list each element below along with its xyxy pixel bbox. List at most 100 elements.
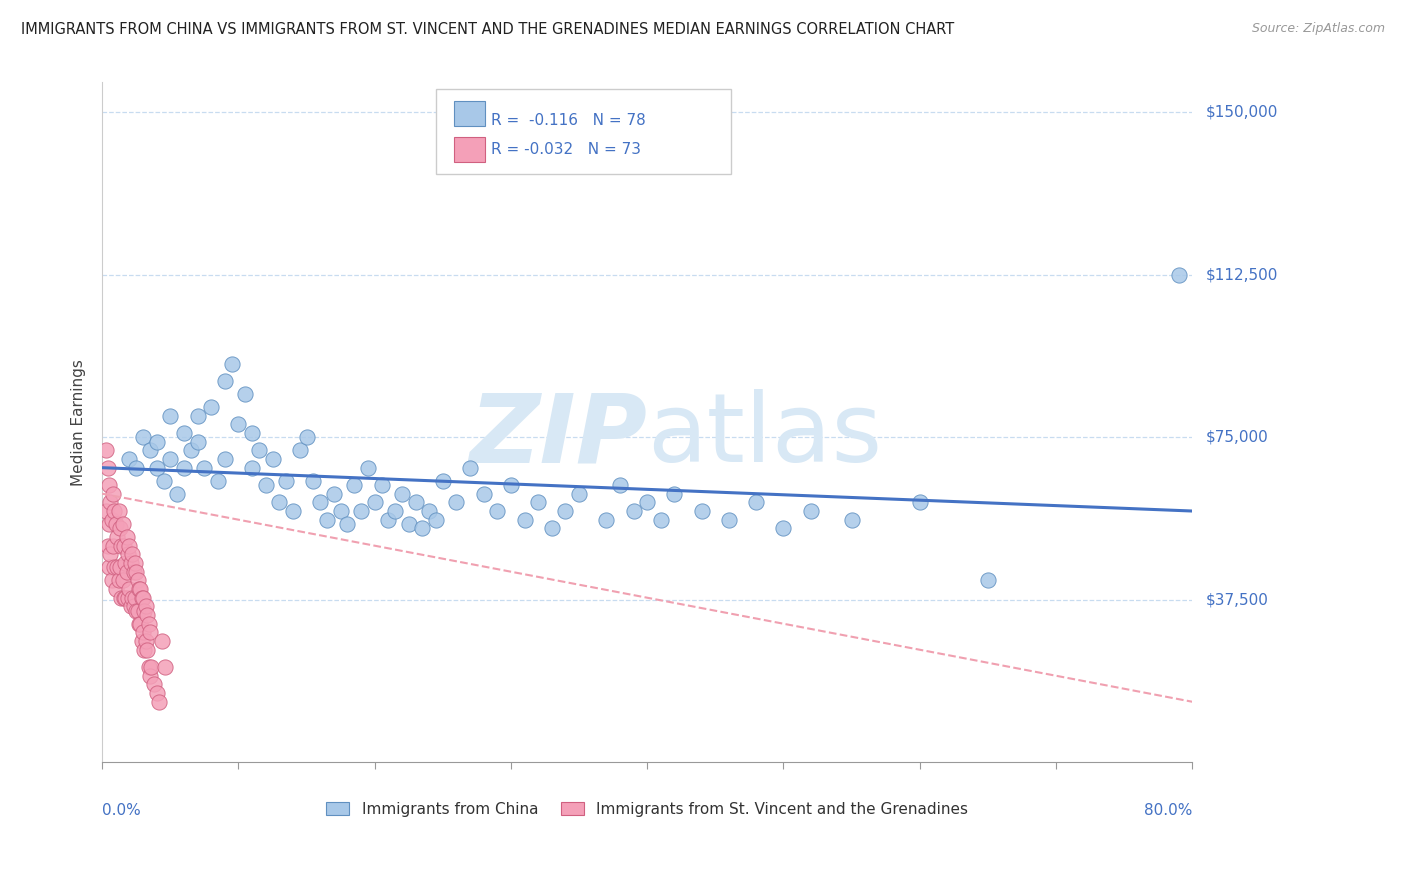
Point bbox=[97, 539, 120, 553]
Point bbox=[114, 591, 136, 605]
Point bbox=[221, 357, 243, 371]
Point bbox=[288, 443, 311, 458]
Point bbox=[357, 460, 380, 475]
Point bbox=[432, 474, 454, 488]
Point bbox=[322, 486, 344, 500]
Point bbox=[128, 582, 150, 596]
Point bbox=[139, 669, 162, 683]
Text: R = -0.032   N = 73: R = -0.032 N = 73 bbox=[491, 143, 641, 157]
Point bbox=[120, 556, 142, 570]
Point bbox=[384, 504, 406, 518]
Point bbox=[125, 460, 148, 475]
Point bbox=[138, 660, 160, 674]
Point bbox=[193, 460, 215, 475]
Point bbox=[180, 443, 202, 458]
Point bbox=[446, 495, 468, 509]
Point bbox=[129, 616, 152, 631]
Point bbox=[104, 516, 127, 531]
Point bbox=[120, 599, 142, 614]
Point bbox=[316, 513, 339, 527]
Point bbox=[118, 582, 141, 596]
Text: IMMIGRANTS FROM CHINA VS IMMIGRANTS FROM ST. VINCENT AND THE GRENADINES MEDIAN E: IMMIGRANTS FROM CHINA VS IMMIGRANTS FROM… bbox=[21, 22, 955, 37]
Point bbox=[153, 660, 176, 674]
Point bbox=[131, 634, 153, 648]
Point bbox=[425, 513, 447, 527]
Point bbox=[98, 478, 121, 492]
Point bbox=[98, 516, 121, 531]
Point bbox=[127, 604, 149, 618]
Point bbox=[136, 608, 159, 623]
Text: $75,000: $75,000 bbox=[1206, 430, 1268, 445]
Point bbox=[1167, 268, 1189, 282]
Point bbox=[214, 374, 236, 388]
Point bbox=[377, 513, 399, 527]
Point bbox=[173, 425, 195, 440]
Point bbox=[233, 387, 256, 401]
Point bbox=[134, 642, 156, 657]
Point bbox=[329, 504, 352, 518]
Point bbox=[117, 591, 139, 605]
Point bbox=[134, 604, 156, 618]
Point bbox=[527, 495, 550, 509]
Point bbox=[302, 474, 325, 488]
Point bbox=[132, 430, 155, 444]
Point bbox=[115, 530, 138, 544]
Point bbox=[145, 686, 167, 700]
Point bbox=[100, 495, 122, 509]
Point bbox=[499, 478, 522, 492]
Point bbox=[111, 574, 134, 588]
Point bbox=[122, 565, 145, 579]
Point bbox=[139, 443, 162, 458]
Point bbox=[717, 513, 740, 527]
Point bbox=[135, 599, 157, 614]
Point bbox=[173, 460, 195, 475]
Point bbox=[405, 495, 427, 509]
Point bbox=[350, 504, 373, 518]
Y-axis label: Median Earnings: Median Earnings bbox=[72, 359, 86, 485]
Point bbox=[187, 409, 209, 423]
Point bbox=[125, 565, 148, 579]
Point bbox=[841, 513, 863, 527]
Point bbox=[145, 460, 167, 475]
Point bbox=[104, 582, 127, 596]
Point bbox=[623, 504, 645, 518]
Point bbox=[103, 504, 125, 518]
Point bbox=[418, 504, 440, 518]
Text: R =  -0.116   N = 78: R = -0.116 N = 78 bbox=[491, 113, 645, 128]
Point bbox=[129, 582, 152, 596]
Point bbox=[111, 516, 134, 531]
Point bbox=[108, 521, 131, 535]
Point bbox=[100, 547, 122, 561]
Point bbox=[101, 539, 124, 553]
Point bbox=[97, 460, 120, 475]
Point bbox=[112, 591, 135, 605]
Point bbox=[908, 495, 931, 509]
Text: $112,500: $112,500 bbox=[1206, 268, 1278, 282]
Point bbox=[145, 434, 167, 449]
Point bbox=[166, 486, 188, 500]
Point bbox=[132, 591, 155, 605]
Point bbox=[240, 425, 263, 440]
Point bbox=[112, 539, 135, 553]
Point bbox=[364, 495, 387, 509]
Point bbox=[136, 642, 159, 657]
Point bbox=[143, 677, 166, 691]
Point bbox=[772, 521, 794, 535]
Text: 80.0%: 80.0% bbox=[1144, 804, 1192, 818]
Point bbox=[121, 547, 143, 561]
Point bbox=[254, 478, 277, 492]
Point bbox=[554, 504, 576, 518]
Point bbox=[105, 530, 128, 544]
Point bbox=[398, 516, 420, 531]
Point bbox=[118, 539, 141, 553]
Point bbox=[121, 591, 143, 605]
Point bbox=[650, 513, 672, 527]
Point bbox=[101, 486, 124, 500]
Point bbox=[110, 591, 132, 605]
Point bbox=[411, 521, 433, 535]
Point bbox=[977, 574, 1000, 588]
Point bbox=[370, 478, 392, 492]
Point bbox=[108, 560, 131, 574]
Point bbox=[609, 478, 631, 492]
Point bbox=[152, 474, 174, 488]
